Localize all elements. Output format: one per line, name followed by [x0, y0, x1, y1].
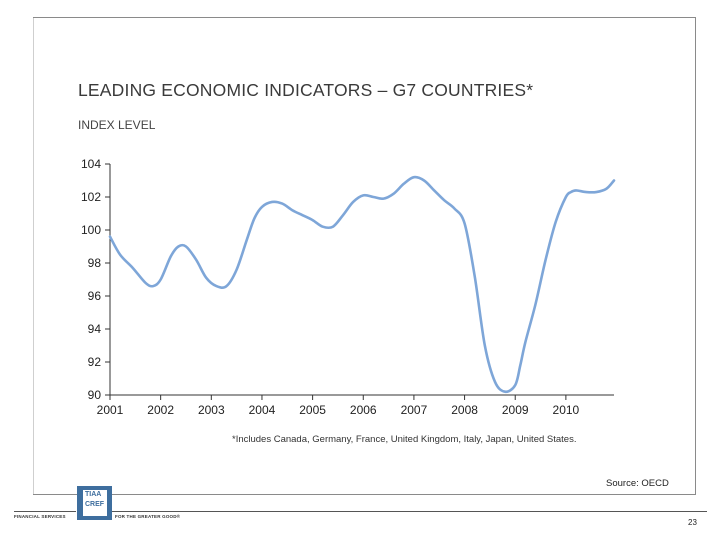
- y-tick-label: 98: [88, 256, 102, 270]
- y-axis-title: INDEX LEVEL: [78, 118, 156, 132]
- footer-tagline-right: FOR THE GREATER GOOD®: [115, 514, 181, 519]
- x-tick-label: 2004: [249, 403, 276, 417]
- page-number: 23: [688, 518, 697, 527]
- logo-panel: [83, 490, 107, 516]
- y-tick-label: 92: [88, 355, 102, 369]
- x-tick-label: 2002: [147, 403, 174, 417]
- x-tick-label: 2006: [350, 403, 377, 417]
- slide-frame-left-edge: [33, 17, 34, 495]
- logo-text-tiaa: TIAA: [85, 491, 102, 498]
- x-tick-label: 2003: [198, 403, 225, 417]
- y-tick-label: 102: [81, 190, 101, 204]
- x-tick-label: 2008: [451, 403, 478, 417]
- x-tick-label: 2010: [553, 403, 580, 417]
- footer-tagline-left: FINANCIAL SERVICES: [14, 514, 66, 519]
- x-tick-label: 2001: [97, 403, 124, 417]
- x-tick-label: 2007: [401, 403, 428, 417]
- y-tick-label: 96: [88, 289, 102, 303]
- chart-footnote: *Includes Canada, Germany, France, Unite…: [232, 434, 577, 445]
- slide-frame: [33, 17, 696, 495]
- x-tick-label: 2005: [299, 403, 326, 417]
- source-note: Source: OECD: [606, 478, 669, 489]
- y-tick-label: 100: [81, 223, 101, 237]
- x-tick-label: 2009: [502, 403, 529, 417]
- y-tick-label: 90: [88, 388, 102, 402]
- logo-text-cref: CREF: [85, 501, 105, 508]
- tiaa-cref-logo: TIAA CREF: [77, 486, 112, 520]
- chart-title: LEADING ECONOMIC INDICATORS – G7 COUNTRI…: [78, 80, 534, 100]
- footer-rule-left: [14, 511, 76, 512]
- y-tick-label: 104: [81, 157, 101, 171]
- y-tick-label: 94: [88, 322, 102, 336]
- series-line-g7-leading-indicator: [108, 175, 616, 394]
- footer-rule-right: [112, 511, 707, 512]
